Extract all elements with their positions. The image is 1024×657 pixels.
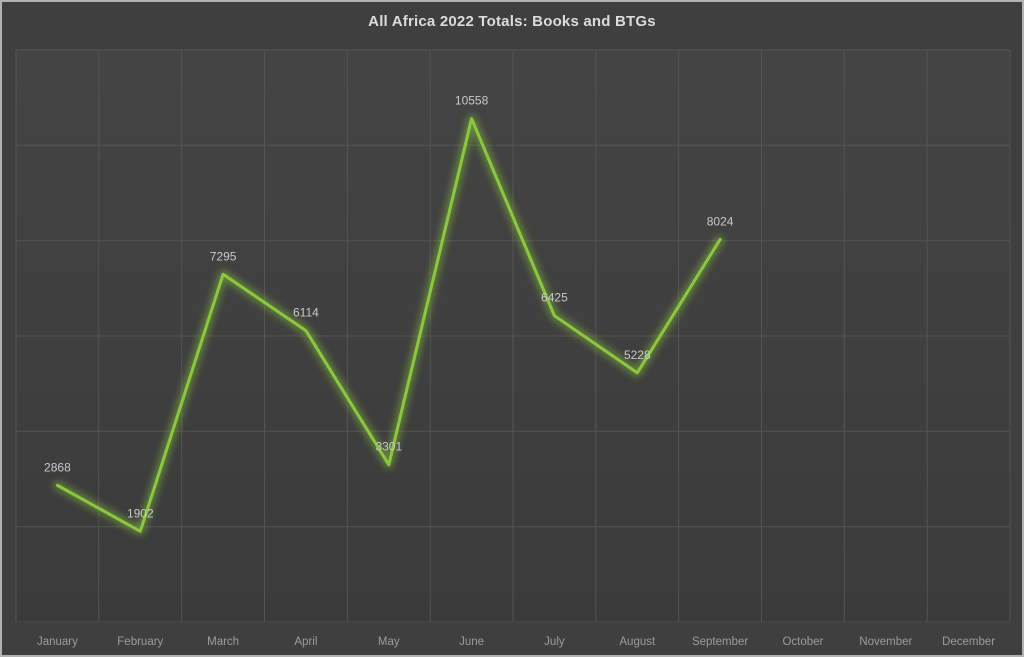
x-axis-label: May — [378, 636, 400, 648]
x-axis-label: December — [942, 636, 995, 648]
data-label: 2868 — [44, 460, 71, 474]
x-axis-label: July — [544, 636, 565, 648]
data-label: 6114 — [293, 306, 319, 320]
data-label: 1902 — [127, 506, 154, 520]
x-axis-label: April — [294, 636, 317, 648]
data-label: 10558 — [455, 94, 489, 108]
x-axis-label: March — [207, 636, 239, 648]
data-label: 3301 — [375, 440, 402, 454]
data-label: 5228 — [624, 348, 651, 362]
x-axis-label: August — [619, 636, 656, 648]
x-axis-label: February — [117, 636, 163, 648]
series-line — [55, 117, 722, 533]
data-label: 6425 — [541, 291, 568, 305]
x-axis-label: January — [37, 636, 78, 648]
data-label: 7295 — [210, 249, 237, 263]
x-axis-label: November — [859, 636, 912, 648]
x-axis-label: October — [782, 636, 823, 648]
x-axis-label: September — [692, 636, 748, 648]
chart-title: All Africa 2022 Totals: Books and BTGs — [368, 13, 656, 30]
x-axis-label: June — [459, 636, 484, 648]
data-label: 8024 — [707, 215, 734, 229]
